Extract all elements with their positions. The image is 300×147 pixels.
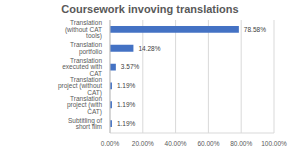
svg-text:14.28%: 14.28% [138, 45, 160, 52]
svg-text:78.58%: 78.58% [244, 26, 266, 33]
svg-text:Translationportfolio: Translationportfolio [70, 41, 102, 55]
html-text:Translation: Translation [70, 75, 102, 83]
svg-text:60.00%: 60.00% [197, 140, 219, 147]
html-text:Coursework invoving translatio: Coursework invoving translations [61, 3, 239, 15]
svg-text:Translationexecuted withCAT: Translationexecuted withCAT [62, 57, 102, 77]
svg-text:3.57%: 3.57% [121, 63, 140, 70]
svg-text:20.00%: 20.00% [132, 140, 154, 147]
svg-text:1.19%: 1.19% [117, 82, 136, 89]
html-text:project (without: project (without [57, 82, 102, 90]
svg-text:0.00%: 0.00% [101, 140, 120, 147]
svg-text:40.00%: 40.00% [165, 140, 187, 147]
svg-text:Translation(without CATtools): Translation(without CATtools) [65, 19, 102, 40]
html-text:CAT): CAT) [87, 88, 102, 96]
svg-text:100.00%: 100.00% [261, 140, 287, 147]
svg-text:80.00%: 80.00% [230, 140, 252, 147]
svg-text:1.19%: 1.19% [117, 101, 136, 108]
svg-text:Subtitling ofshort film: Subtitling ofshort film [68, 117, 102, 131]
svg-text:1.19%: 1.19% [117, 120, 136, 127]
svg-text:Translationproject (withCAT): Translationproject (withCAT) [67, 95, 102, 116]
